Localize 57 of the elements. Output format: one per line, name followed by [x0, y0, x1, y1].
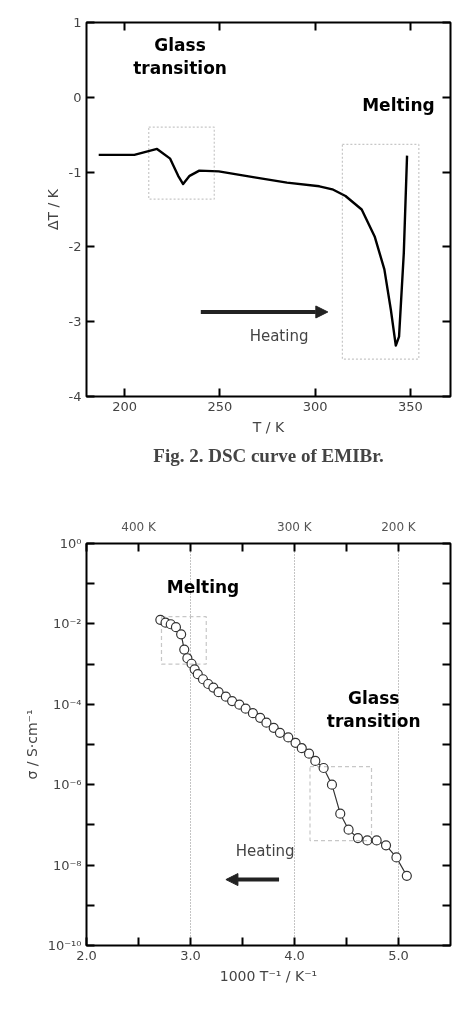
point [176, 629, 187, 640]
y-tick-label: 10⁻⁴ [52, 696, 82, 712]
point [303, 748, 315, 759]
annotation: Heating [235, 842, 295, 861]
x-tick-label: 200 [112, 398, 138, 414]
point [362, 835, 373, 846]
x-tick-label: 4.0 [284, 947, 305, 963]
point [179, 644, 190, 655]
point [343, 824, 354, 835]
annotation: Glass transition [133, 34, 227, 78]
x-tick-label: 250 [207, 398, 233, 414]
annotation: Heating [249, 326, 309, 345]
point [247, 708, 258, 719]
y-tick-label: 1 [73, 15, 82, 30]
point [290, 737, 301, 748]
point [352, 832, 364, 844]
point [310, 755, 321, 767]
text: 400 K [121, 519, 157, 534]
y-tick-label: 0 [73, 89, 82, 105]
x-tick-label: 3.0 [180, 947, 201, 963]
point [213, 687, 224, 698]
y-tick-label: -2 [68, 239, 82, 255]
annotation: Melting [362, 94, 435, 115]
y-tick-label: -1 [68, 164, 82, 180]
y-axis-title: σ / S·cm⁻¹ [23, 709, 40, 780]
x-tick-label: 2.0 [76, 947, 97, 963]
y-tick-label: 10⁻² [52, 616, 82, 632]
point [274, 727, 286, 738]
point [261, 717, 272, 728]
line-series [97, 147, 409, 347]
point [318, 762, 329, 774]
y-tick-label: 10⁻⁶ [52, 777, 82, 793]
y-tick-label: -4 [68, 389, 82, 404]
point [380, 840, 392, 851]
y-axis-title: ΔT / K [44, 188, 61, 230]
x-tick-label: 5.0 [388, 947, 409, 963]
point [240, 703, 251, 714]
point [391, 852, 402, 863]
y-tick-label: 10⁰ [59, 536, 82, 551]
point [371, 835, 382, 846]
y-tick-label: 10⁻⁸ [52, 857, 82, 873]
y-tick-label: -3 [68, 314, 82, 330]
x-tick-label: 350 [398, 398, 423, 414]
point [283, 732, 294, 743]
point [401, 870, 412, 881]
point [335, 808, 346, 819]
x-tick-label: 300 [302, 398, 328, 414]
text: Fig. 2. DSC curve of EMIBr. [153, 444, 384, 466]
annotation: Glass transition [326, 688, 421, 732]
point [296, 743, 307, 754]
point [326, 779, 338, 790]
x-axis-title: 1000 T⁻¹ / K⁻¹ [219, 967, 318, 984]
text: 200 K [381, 519, 417, 534]
annotation: Melting [166, 576, 240, 597]
point [170, 622, 182, 633]
text: 300 K [277, 519, 313, 534]
x-axis-title: T / K [251, 418, 285, 435]
